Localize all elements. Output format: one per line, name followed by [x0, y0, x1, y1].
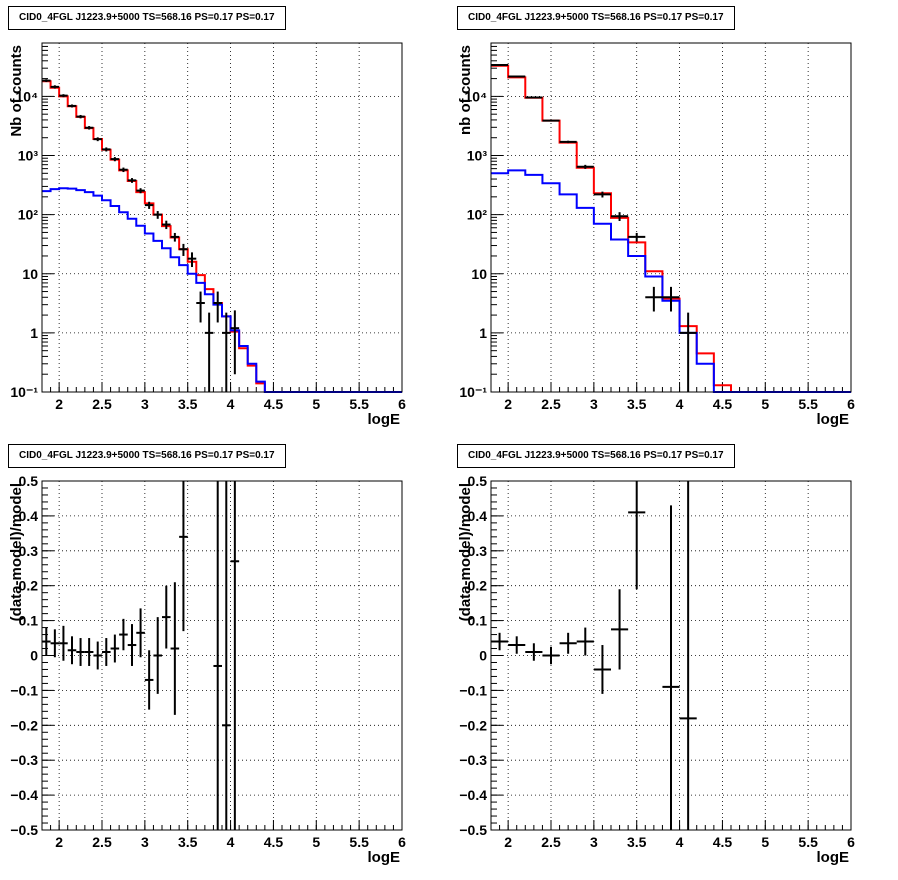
- model-source-histogram: [491, 169, 851, 393]
- x-tick-label: 2: [504, 396, 512, 412]
- y-tick-label: 10⁴: [465, 88, 488, 104]
- plot-title: CID0_4FGL J1223.9+5000 TS=568.16 PS=0.17…: [457, 444, 735, 468]
- y-tick-label: 0.3: [19, 543, 39, 559]
- y-tick-label: −0.1: [10, 682, 38, 698]
- pad-counts-right: 2 2.5 3 3.5 4 4.5 5 5.5 6 logE nb of counts 10⁻¹ 1 10…: [449, 0, 898, 438]
- x-tick-label: 2.5: [92, 396, 112, 412]
- plot-frame: [41, 480, 403, 831]
- model-source-histogram: [42, 187, 402, 393]
- x-axis-label: logE: [817, 849, 850, 866]
- x-tick-label: 2.5: [541, 834, 561, 850]
- y-tick-label: −0.5: [459, 822, 487, 838]
- x-tick-label: 2.5: [541, 396, 561, 412]
- y-tick-label: 0.4: [19, 508, 39, 524]
- x-tick-label: 2: [55, 834, 63, 850]
- x-tick-label: 5.5: [798, 834, 818, 850]
- x-tick-label: 6: [398, 396, 406, 412]
- plot-title: CID0_4FGL J1223.9+5000 TS=568.16 PS=0.17…: [8, 444, 286, 468]
- y-tick-label: 1: [30, 325, 38, 341]
- x-tick-label: 6: [847, 396, 855, 412]
- x-tick-label: 2: [504, 834, 512, 850]
- y-tick-label: 1: [479, 325, 487, 341]
- x-tick-label: 3: [141, 834, 149, 850]
- y-tick-label: 0.2: [468, 578, 488, 594]
- x-tick-label: 5.5: [798, 396, 818, 412]
- y-tick-label: 10⁻¹: [10, 384, 38, 400]
- y-tick-label: −0.1: [459, 682, 487, 698]
- x-tick-label: 6: [847, 834, 855, 850]
- y-tick-label: 0.3: [468, 543, 488, 559]
- x-tick-label: 3.5: [178, 396, 198, 412]
- pad-residuals-left: 2 2.5 3 3.5 4 4.5 5 5.5 6 logE (data-model)/model −…: [0, 438, 449, 875]
- y-tick-label: −0.3: [10, 752, 38, 768]
- y-axis-label: nb of counts: [457, 45, 474, 135]
- y-axis-label: (data-model)/model: [8, 483, 25, 621]
- x-tick-label: 3.5: [627, 834, 647, 850]
- y-tick-label: 10: [22, 266, 38, 282]
- x-tick-label: 4: [227, 834, 235, 850]
- x-tick-label: 3: [590, 396, 598, 412]
- y-tick-label: 0: [30, 648, 38, 664]
- x-tick-label: 4.5: [264, 396, 284, 412]
- y-tick-label: 0.4: [468, 508, 488, 524]
- y-tick-label: 0.5: [468, 473, 488, 489]
- x-tick-label: 4.5: [713, 834, 733, 850]
- y-tick-label: 0.1: [468, 613, 488, 629]
- y-tick-label: 10²: [467, 207, 488, 223]
- plot-frame: [490, 42, 852, 393]
- y-tick-label: −0.5: [10, 822, 38, 838]
- x-tick-label: 2: [55, 396, 63, 412]
- y-tick-label: 0: [479, 648, 487, 664]
- y-tick-label: 10³: [18, 148, 39, 164]
- x-tick-label: 4: [676, 396, 684, 412]
- model-total-histogram: [491, 64, 851, 393]
- x-tick-label: 4.5: [713, 396, 733, 412]
- x-axis-label: logE: [817, 411, 850, 428]
- y-tick-label: 0.2: [19, 578, 39, 594]
- y-tick-label: −0.4: [10, 787, 38, 803]
- plot-frame: [41, 42, 403, 393]
- x-tick-label: 6: [398, 834, 406, 850]
- x-tick-label: 5: [761, 396, 769, 412]
- y-tick-label: 10³: [467, 148, 488, 164]
- y-tick-label: 0.1: [19, 613, 39, 629]
- x-tick-label: 5: [312, 834, 320, 850]
- y-tick-label: 10: [471, 266, 487, 282]
- x-tick-label: 4: [676, 834, 684, 850]
- x-axis-label: logE: [368, 849, 401, 866]
- y-axis-label: (data-model)/model: [457, 483, 474, 621]
- plot-title: CID0_4FGL J1223.9+5000 TS=568.16 PS=0.17…: [8, 6, 286, 30]
- x-tick-label: 4: [227, 396, 235, 412]
- x-tick-label: 5: [761, 834, 769, 850]
- y-tick-label: −0.3: [459, 752, 487, 768]
- x-tick-label: 3: [590, 834, 598, 850]
- y-tick-label: 10²: [18, 207, 39, 223]
- y-tick-label: −0.2: [10, 717, 38, 733]
- pad-counts-left: 2 2.5 3 3.5 4 4.5 5 5.5 6 logE Nb of counts 10⁻¹ 1 10…: [0, 0, 449, 438]
- y-tick-label: 10⁻¹: [459, 384, 487, 400]
- x-tick-label: 5.5: [349, 834, 369, 850]
- x-tick-label: 3.5: [627, 396, 647, 412]
- x-tick-label: 5.5: [349, 396, 369, 412]
- x-tick-label: 3: [141, 396, 149, 412]
- x-tick-label: 3.5: [178, 834, 198, 850]
- pad-residuals-right: 2 2.5 3 3.5 4 4.5 5 5.5 6 logE (data-model)/model −…: [449, 438, 898, 875]
- x-tick-label: 5: [312, 396, 320, 412]
- y-tick-label: 0.5: [19, 473, 39, 489]
- x-tick-label: 4.5: [264, 834, 284, 850]
- y-tick-label: 10⁴: [16, 88, 39, 104]
- y-tick-label: −0.2: [459, 717, 487, 733]
- model-total-histogram: [42, 80, 402, 393]
- x-axis-label: logE: [368, 411, 401, 428]
- x-tick-label: 2.5: [92, 834, 112, 850]
- plot-frame: [490, 480, 852, 831]
- y-axis-label: Nb of counts: [8, 45, 25, 137]
- y-tick-label: −0.4: [459, 787, 487, 803]
- plot-title: CID0_4FGL J1223.9+5000 TS=568.16 PS=0.17…: [457, 6, 735, 30]
